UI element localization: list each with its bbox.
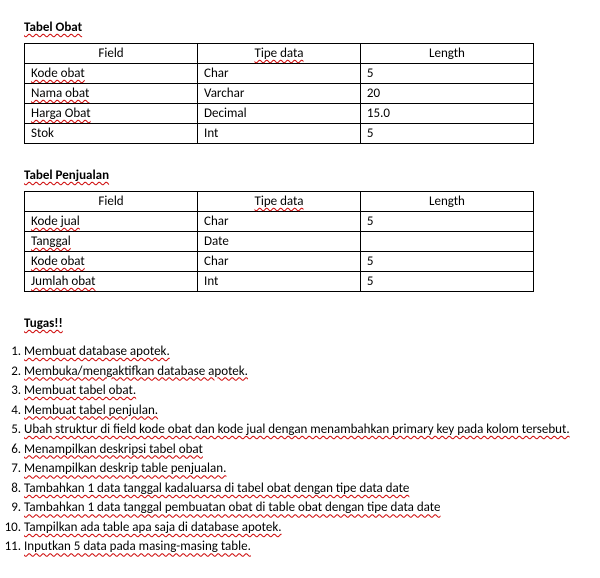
table-row: Kode obat Char 5 — [25, 252, 534, 272]
th-type: Tipe data — [198, 192, 361, 212]
tugas-title: Tugas!! — [24, 316, 576, 331]
cell-length — [360, 232, 533, 252]
cell-length: 5 — [360, 252, 533, 272]
table-row: Tanggal Date — [25, 232, 534, 252]
cell-field: Nama obat — [25, 84, 198, 104]
th-length: Length — [360, 192, 533, 212]
cell-type: Char — [198, 252, 361, 272]
cell-type: Decimal — [198, 104, 361, 124]
cell-field: Kode obat — [25, 252, 198, 272]
th-field: Field — [25, 192, 198, 212]
table-header-row: Field Tipe data Length — [25, 44, 534, 64]
tugas-list: Membuat database apotek. Membuka/mengakt… — [24, 343, 576, 556]
cell-length: 15.0 — [360, 104, 533, 124]
table-row: Kode jual Char 5 — [25, 212, 534, 232]
list-item: Ubah struktur di field kode obat dan kod… — [24, 421, 576, 439]
tabel-penjualan-title: Tabel Penjualan — [24, 168, 576, 183]
table-row: Kode obat Char 5 — [25, 64, 534, 84]
cell-field: Harga Obat — [25, 104, 198, 124]
table-row: Nama obat Varchar 20 — [25, 84, 534, 104]
cell-field: Kode jual — [25, 212, 198, 232]
list-item: Membuka/mengaktifkan database apotek. — [24, 363, 576, 381]
cell-type: Int — [198, 272, 361, 292]
list-item: Membuat tabel penjulan. — [24, 402, 576, 420]
cell-field: Kode obat — [25, 64, 198, 84]
list-item: Inputkan 5 data pada masing-masing table… — [24, 538, 576, 556]
table-row: Stok Int 5 — [25, 124, 534, 144]
cell-field: Jumlah obat — [25, 272, 198, 292]
tabel-obat-title: Tabel Obat — [24, 20, 576, 35]
th-length: Length — [360, 44, 533, 64]
list-item: Membuat database apotek. — [24, 343, 576, 361]
cell-type: Char — [198, 64, 361, 84]
list-item: Tambahkan 1 data tanggal pembuatan obat … — [24, 499, 576, 517]
cell-type: Varchar — [198, 84, 361, 104]
list-item: Tampilkan ada table apa saja di database… — [24, 519, 576, 537]
table-row: Harga Obat Decimal 15.0 — [25, 104, 534, 124]
cell-type: Int — [198, 124, 361, 144]
th-field: Field — [25, 44, 198, 64]
list-item: Tambahkan 1 data tanggal kadaluarsa di t… — [24, 480, 576, 498]
list-item: Menampilkan deskripsi tabel obat — [24, 441, 576, 459]
list-item: Menampilkan deskrip table penjualan. — [24, 460, 576, 478]
tabel-penjualan: Field Tipe data Length Kode jual Char 5 … — [24, 191, 534, 292]
table-row: Jumlah obat Int 5 — [25, 272, 534, 292]
cell-length: 5 — [360, 124, 533, 144]
cell-type: Char — [198, 212, 361, 232]
th-type: Tipe data — [198, 44, 361, 64]
cell-length: 20 — [360, 84, 533, 104]
tabel-obat: Field Tipe data Length Kode obat Char 5 … — [24, 43, 534, 144]
cell-field: Tanggal — [25, 232, 198, 252]
cell-field: Stok — [25, 124, 198, 144]
list-item: Membuat tabel obat. — [24, 382, 576, 400]
cell-type: Date — [198, 232, 361, 252]
cell-length: 5 — [360, 212, 533, 232]
cell-length: 5 — [360, 64, 533, 84]
table-header-row: Field Tipe data Length — [25, 192, 534, 212]
cell-length: 5 — [360, 272, 533, 292]
